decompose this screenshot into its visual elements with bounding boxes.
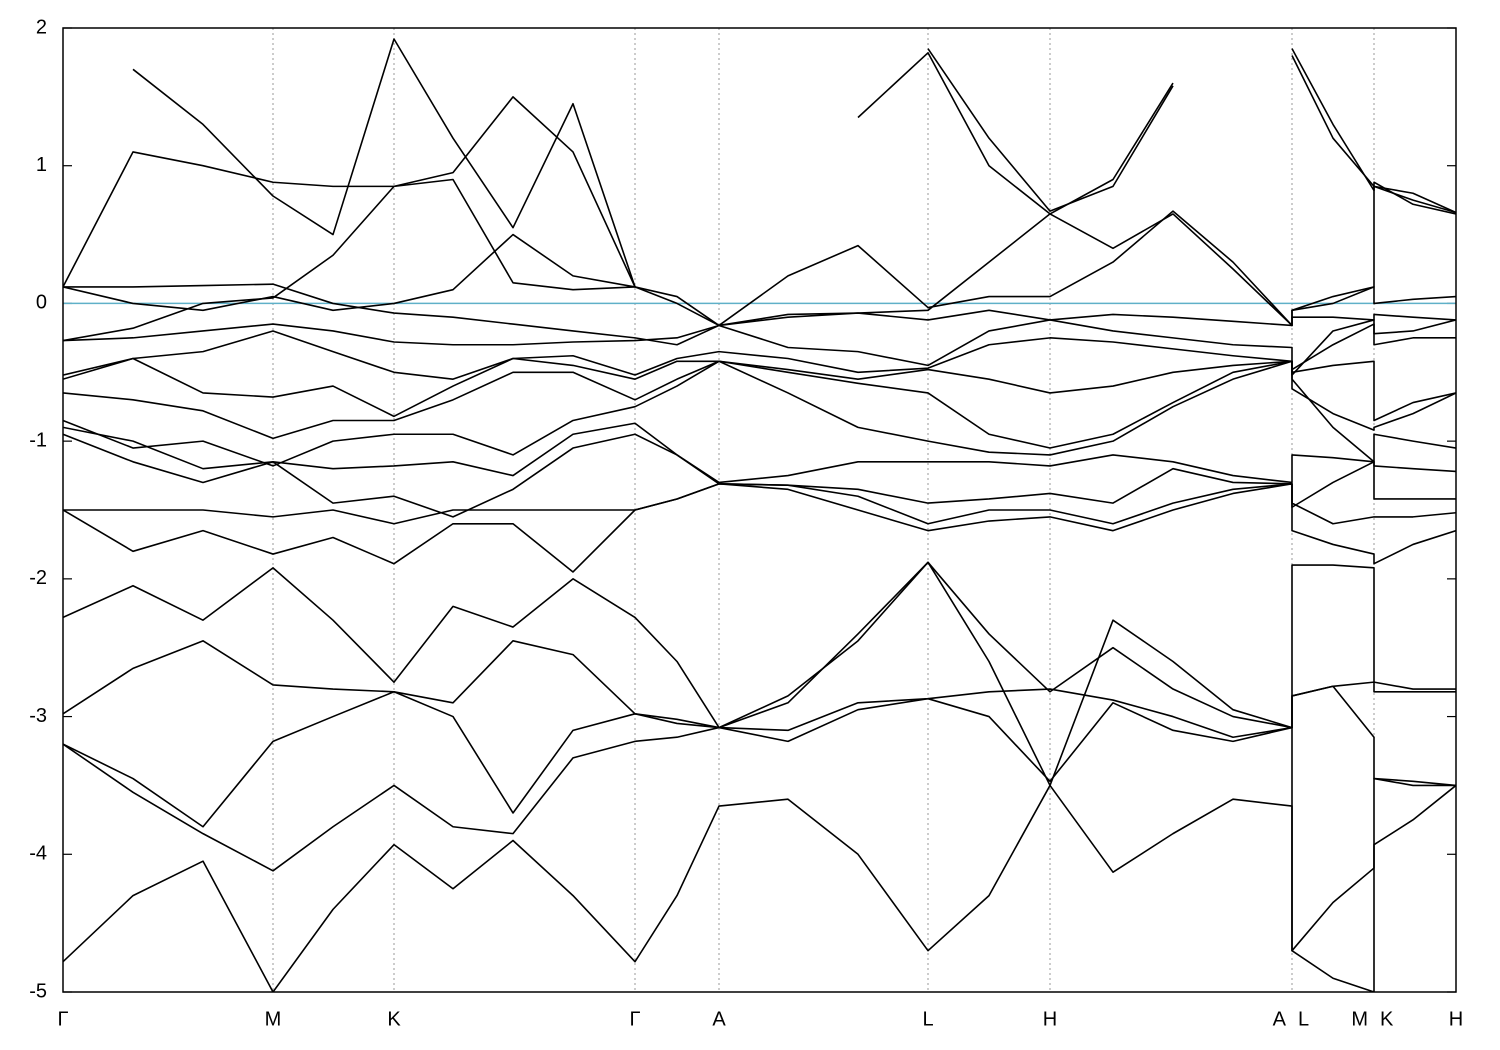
band-line <box>63 178 1456 342</box>
y-tick-label: -3 <box>29 705 47 727</box>
band-line <box>63 319 1456 376</box>
x-tick-label: M <box>265 1008 282 1030</box>
y-tick-label: -5 <box>29 980 47 1002</box>
band-line <box>63 433 1456 518</box>
x-tick-label: Γ <box>57 1008 68 1030</box>
band-line <box>63 483 1456 525</box>
band-line <box>63 561 1456 952</box>
x-tick-label: Γ <box>629 1008 640 1030</box>
x-tick-label: A <box>712 1008 726 1030</box>
x-tick-label: K <box>387 1008 401 1030</box>
plot-area <box>63 38 1456 992</box>
x-tick-label: H <box>1449 1008 1463 1030</box>
x-tick-label: K <box>1380 1008 1394 1030</box>
band-line <box>63 323 1456 380</box>
band-line <box>132 38 1456 288</box>
y-tick-label: 1 <box>36 154 47 176</box>
x-tick-label: A <box>1273 1008 1287 1030</box>
x-tick-label: L <box>1298 1008 1309 1030</box>
band-line <box>63 360 1456 449</box>
x-tick-label: H <box>1043 1008 1057 1030</box>
y-tick-label: -4 <box>29 843 47 865</box>
grid <box>62 27 1457 993</box>
y-tick-label: -1 <box>29 429 47 451</box>
band-line <box>63 422 1456 484</box>
x-tick-label: M <box>1351 1008 1368 1030</box>
band-line <box>63 357 1456 422</box>
plot-frame <box>62 27 1457 993</box>
band-line <box>63 640 1456 739</box>
band-line <box>63 784 1456 992</box>
band-line <box>63 283 1456 346</box>
band-line <box>63 483 1456 573</box>
band-line <box>63 561 1456 729</box>
band-line <box>63 51 1456 288</box>
y-tick-label: 2 <box>36 16 47 38</box>
y-tick-label: 0 <box>36 292 47 314</box>
band-line <box>63 360 1456 467</box>
band-line <box>63 210 1456 327</box>
x-tick-label: L <box>922 1008 933 1030</box>
y-tick-label: -2 <box>29 567 47 589</box>
